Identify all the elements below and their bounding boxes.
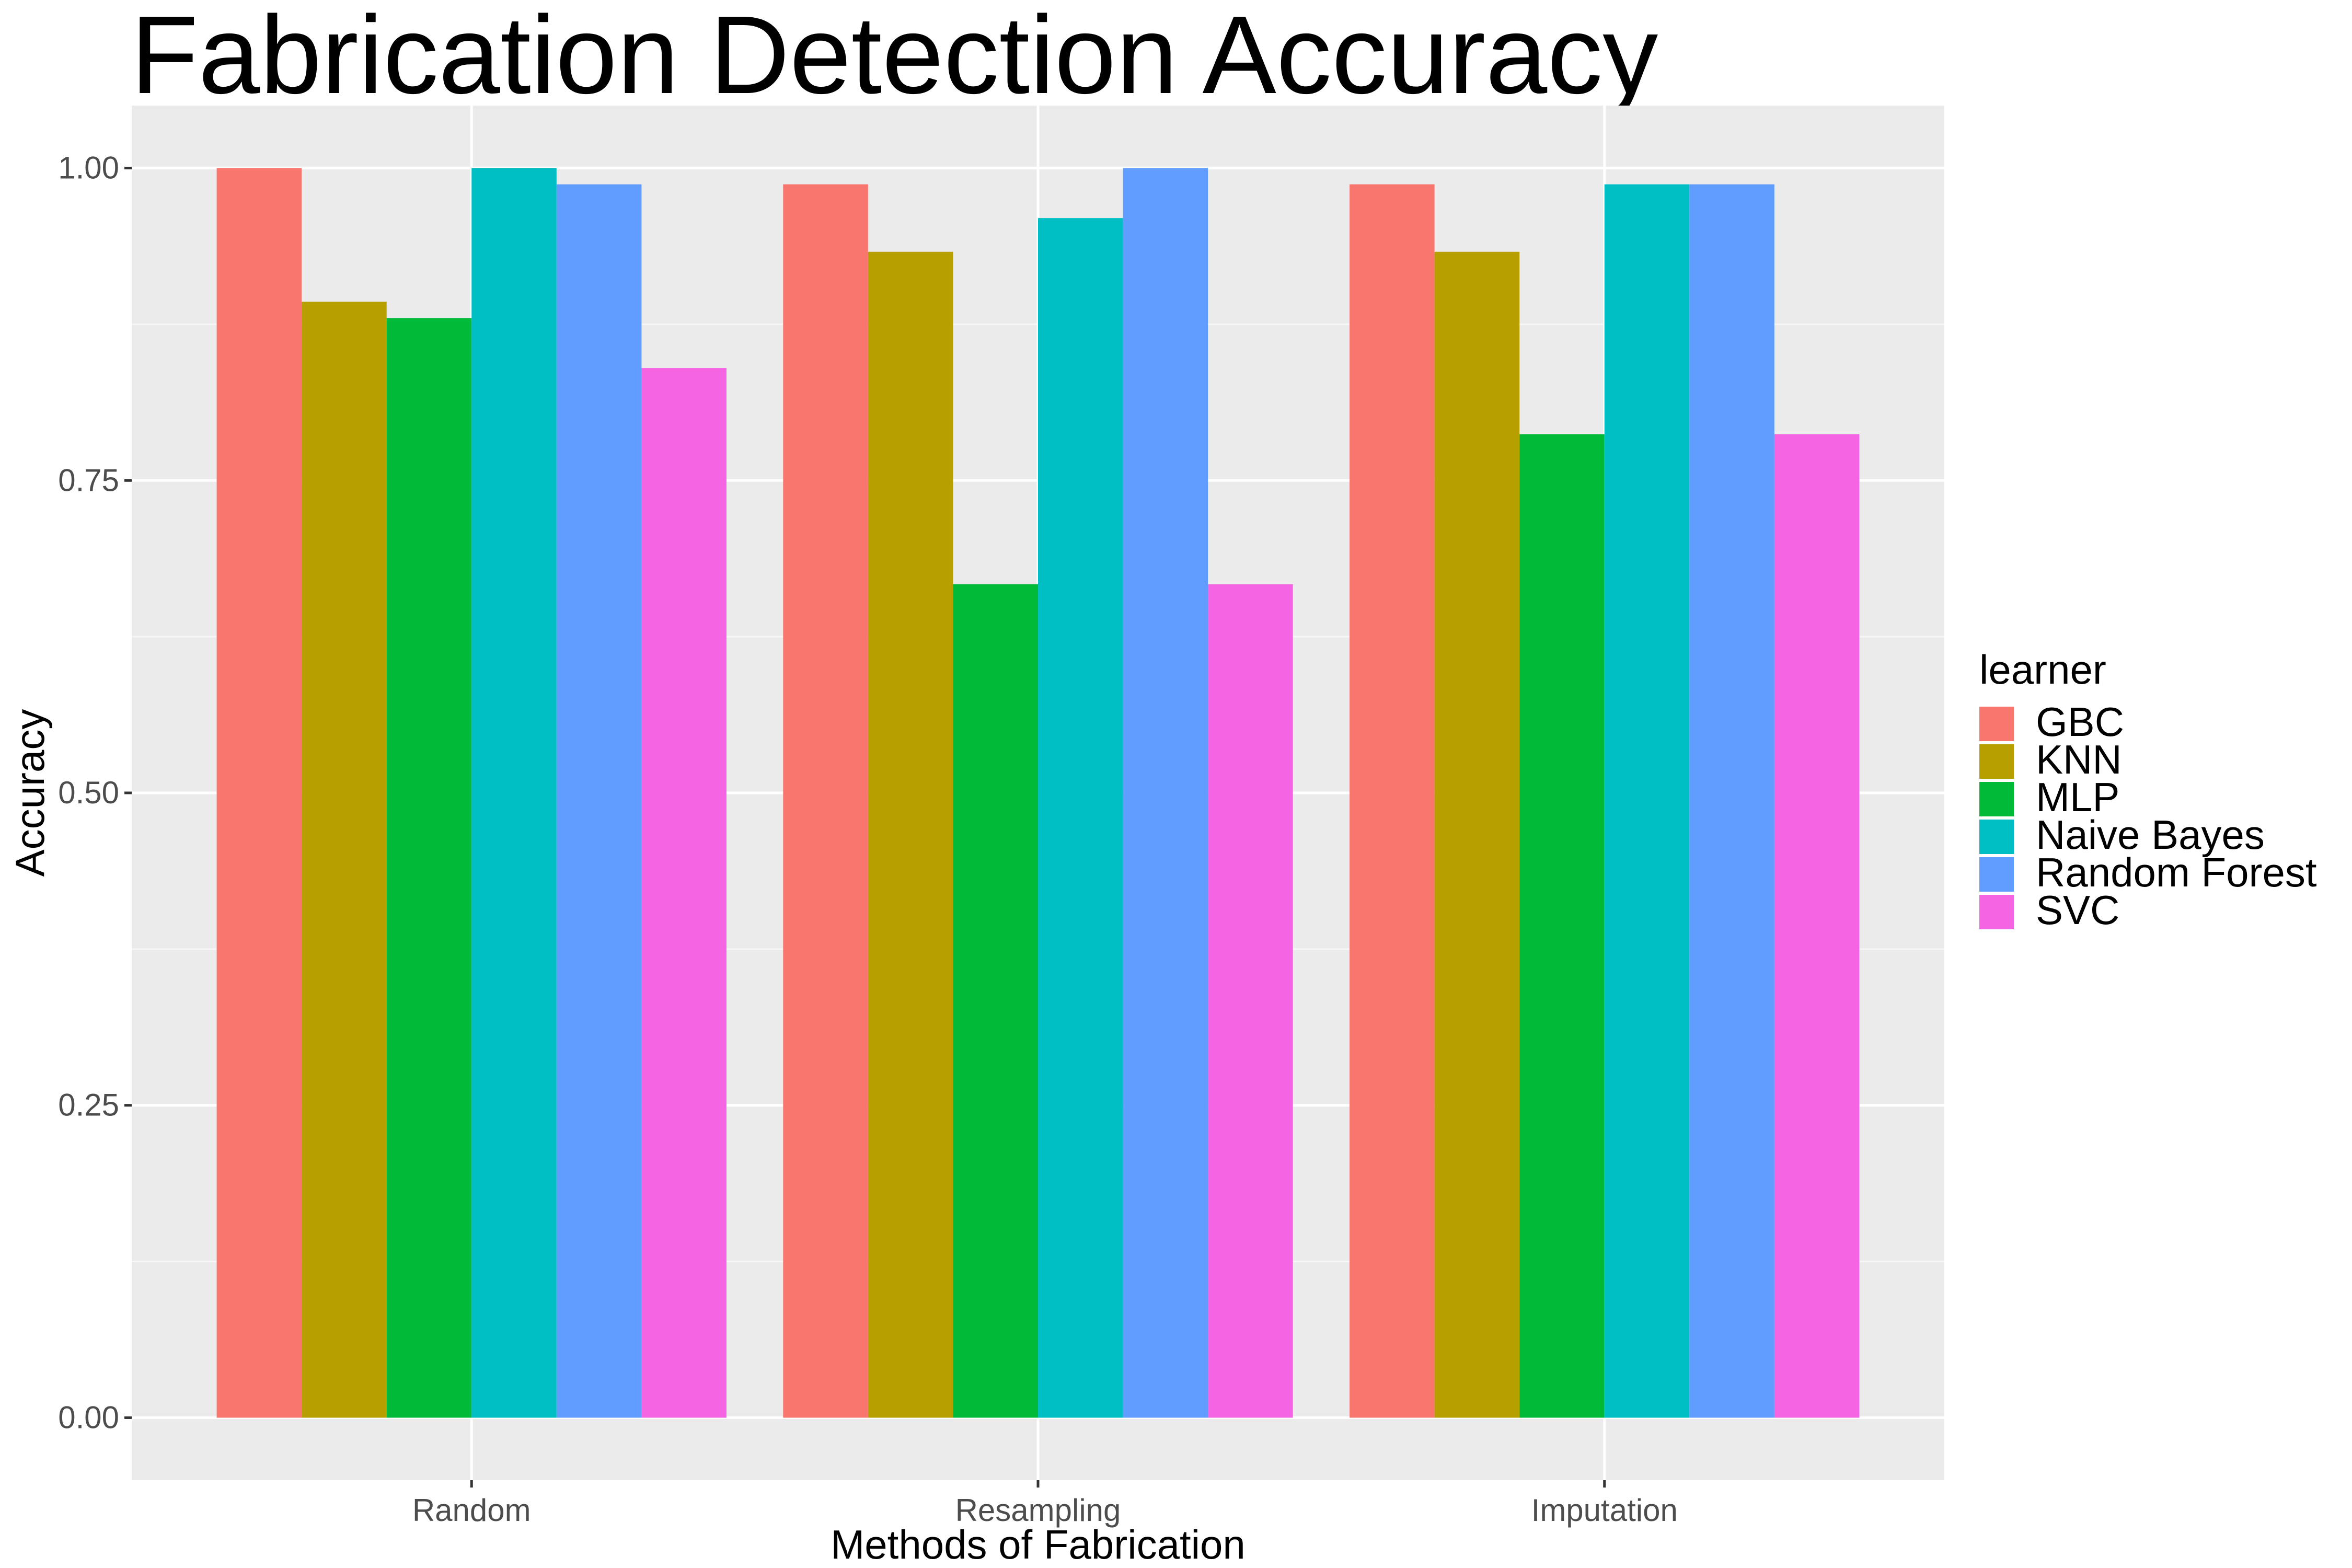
bar bbox=[216, 168, 302, 1418]
bar bbox=[868, 251, 953, 1418]
bar bbox=[1208, 584, 1293, 1418]
bar bbox=[1123, 168, 1208, 1418]
bar bbox=[1519, 434, 1605, 1418]
bar bbox=[783, 184, 868, 1418]
legend-title: learner bbox=[1979, 647, 2106, 693]
chart-title: Fabrication Detection Accuracy bbox=[131, 0, 1658, 117]
bar bbox=[302, 302, 387, 1418]
legend-label: KNN bbox=[2036, 736, 2122, 782]
bars bbox=[216, 168, 1860, 1418]
legend-key bbox=[1979, 744, 2014, 779]
y-tick-label: 1.00 bbox=[58, 151, 119, 186]
legend-key bbox=[1979, 707, 2014, 741]
x-axis-ticks: Random Resampling Imputation bbox=[412, 1480, 1678, 1528]
x-tick-label: Resampling bbox=[955, 1493, 1121, 1528]
legend-key bbox=[1979, 857, 2014, 892]
legend-label: Random Forest bbox=[2036, 849, 2317, 895]
y-axis-ticks: 0.00 0.25 0.50 0.75 1.00 bbox=[58, 151, 132, 1435]
legend-key bbox=[1979, 895, 2014, 929]
bar bbox=[1350, 184, 1435, 1418]
bar bbox=[556, 184, 642, 1418]
bar bbox=[1038, 218, 1123, 1418]
bar bbox=[386, 318, 472, 1418]
legend-key bbox=[1979, 782, 2014, 816]
bar bbox=[1689, 184, 1774, 1418]
x-tick-label: Random bbox=[412, 1493, 531, 1528]
bar bbox=[1774, 434, 1860, 1418]
y-axis-title: Accuracy bbox=[7, 709, 53, 877]
bar bbox=[1604, 184, 1690, 1418]
legend-label: Naive Bayes bbox=[2036, 812, 2265, 858]
x-axis-title: Methods of Fabrication bbox=[831, 1521, 1245, 1567]
legend-label: GBC bbox=[2036, 699, 2124, 745]
bar bbox=[641, 368, 727, 1418]
y-tick-label: 0.50 bbox=[58, 775, 119, 810]
bar bbox=[1434, 251, 1520, 1418]
legend-label: MLP bbox=[2036, 774, 2119, 820]
bar bbox=[471, 168, 557, 1418]
bar bbox=[953, 584, 1038, 1418]
legend-key bbox=[1979, 820, 2014, 854]
legend-label: SVC bbox=[2036, 887, 2119, 933]
x-tick-label: Imputation bbox=[1531, 1493, 1678, 1528]
y-tick-label: 0.25 bbox=[58, 1088, 119, 1123]
y-tick-label: 0.75 bbox=[58, 463, 119, 498]
y-tick-label: 0.00 bbox=[58, 1400, 119, 1435]
